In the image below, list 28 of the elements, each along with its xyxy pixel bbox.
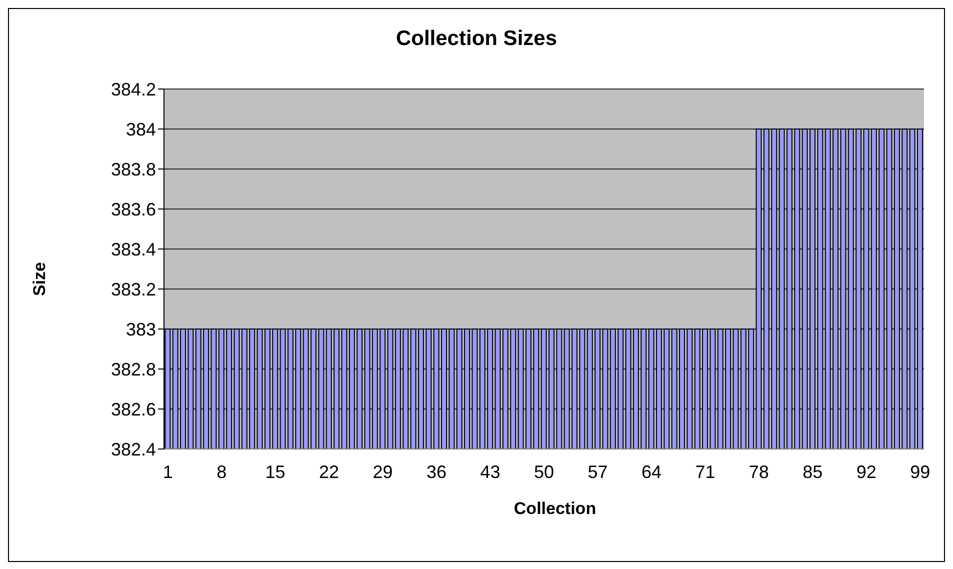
y-tick-label: 382.6 — [110, 399, 156, 420]
x-tick-label: 8 — [216, 462, 227, 482]
x-tick-label: 92 — [856, 462, 876, 482]
x-tick-label: 99 — [910, 462, 930, 482]
chart-title: Collection Sizes — [394, 27, 558, 51]
x-tick-label: 15 — [265, 462, 286, 482]
y-tick-label: 384.2 — [110, 79, 156, 100]
x-tick-label: 50 — [534, 462, 554, 482]
y-tick-label: 384 — [126, 119, 156, 140]
x-tick-label: 64 — [641, 462, 662, 482]
x-tick-label: 1 — [162, 462, 173, 482]
x-tick-label: 22 — [319, 462, 340, 482]
x-tick-label: 29 — [372, 462, 393, 482]
x-tick-label: 71 — [695, 462, 716, 482]
y-axis-title: Size — [30, 262, 50, 296]
y-tick-label: 383.4 — [110, 239, 156, 260]
x-tick-label: 57 — [588, 462, 608, 482]
y-tick-label: 383.8 — [110, 159, 156, 180]
y-tick-label: 383.6 — [110, 199, 156, 220]
y-tick-label: 383.2 — [110, 279, 156, 300]
x-tick-label: 36 — [426, 462, 447, 482]
y-tick-label: 382.4 — [110, 439, 156, 460]
x-tick-label: 85 — [802, 462, 823, 482]
x-axis-title: Collection — [512, 499, 598, 519]
x-tick-label: 78 — [748, 462, 769, 482]
y-tick-label: 382.8 — [110, 359, 156, 380]
y-tick-label: 383 — [126, 319, 156, 340]
x-tick-label: 43 — [480, 462, 500, 482]
